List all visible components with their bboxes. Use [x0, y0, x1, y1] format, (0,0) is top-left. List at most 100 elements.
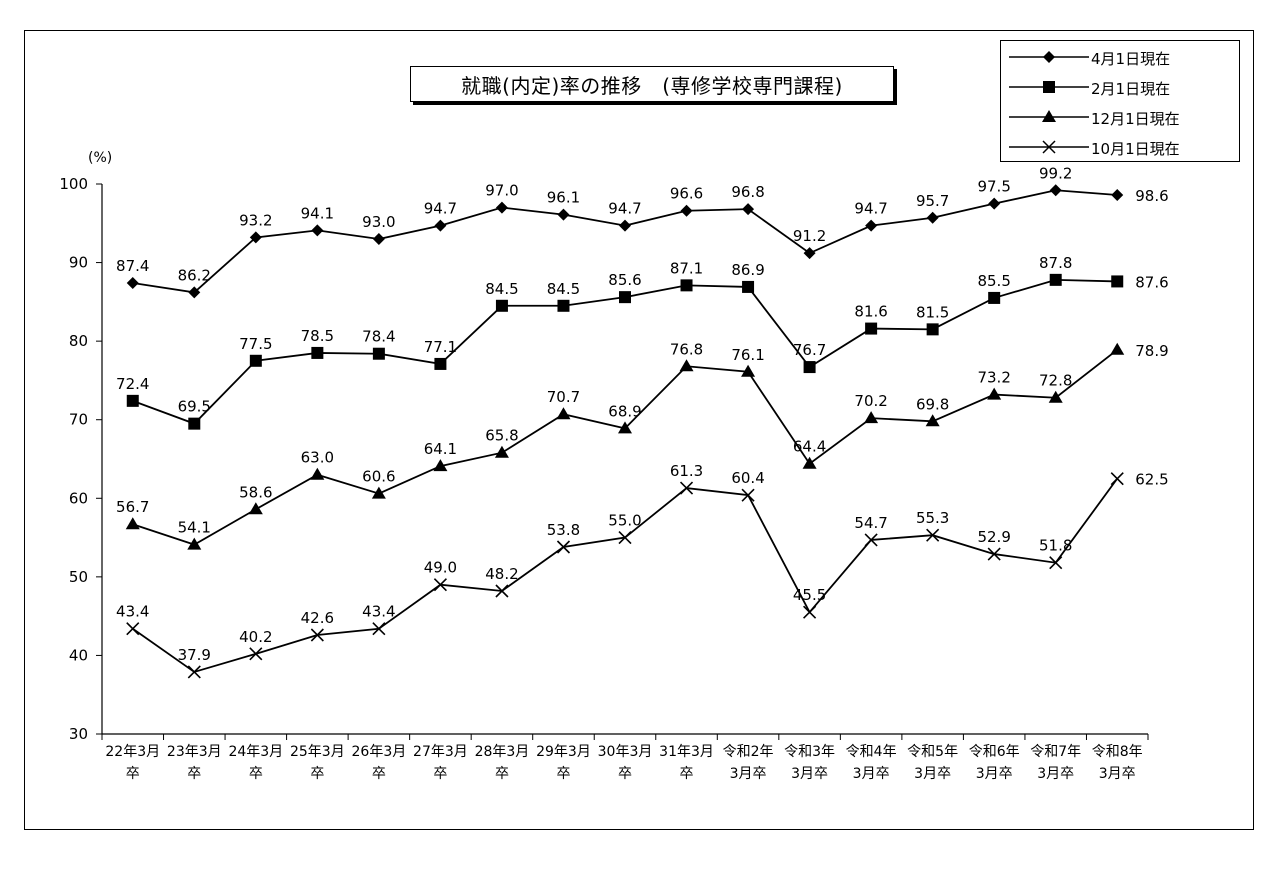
data-label: 40.2: [239, 628, 272, 646]
data-label: 49.0: [424, 559, 457, 577]
data-point-diamond: [188, 286, 201, 299]
data-point-triangle: [433, 459, 448, 472]
data-point-square: [311, 346, 324, 359]
data-label: 86.2: [178, 266, 211, 284]
data-point-x: [803, 605, 817, 619]
data-label: 96.1: [547, 189, 580, 207]
data-label: 72.8: [1039, 372, 1072, 390]
data-point-x: [495, 584, 509, 598]
legend-marker-square-icon: [1009, 81, 1089, 93]
data-label: 81.6: [854, 303, 887, 321]
x-tick-label: 卒: [372, 766, 386, 782]
y-axis-unit-label: (%): [88, 150, 112, 166]
data-point-square: [619, 291, 631, 304]
legend-item-dec1: 12月1日現在: [1001, 103, 1241, 131]
data-point-x: [433, 578, 447, 592]
data-point-diamond: [619, 219, 631, 232]
data-point-square: [1049, 273, 1062, 286]
data-label: 93.0: [362, 213, 395, 231]
data-label: 60.4: [731, 469, 764, 487]
x-tick-label: 28年3月: [475, 744, 530, 760]
data-point-diamond: [495, 201, 508, 214]
data-point-triangle: [618, 421, 632, 434]
data-point-x: [249, 647, 263, 661]
legend-item-feb1: 2月1日現在: [1001, 73, 1241, 101]
data-label: 45.5: [793, 586, 826, 604]
data-label: 76.1: [731, 346, 764, 364]
data-point-triangle: [494, 445, 509, 458]
y-tick-label: 100: [59, 175, 88, 193]
data-point-square: [372, 347, 385, 360]
data-point-square: [557, 299, 570, 312]
data-label: 91.2: [793, 227, 826, 245]
data-point-triangle: [679, 359, 694, 372]
data-label: 97.0: [485, 182, 518, 200]
data-label: 85.6: [608, 271, 641, 289]
data-point-triangle: [802, 456, 817, 469]
data-label: 87.4: [116, 257, 149, 275]
data-label: 43.4: [362, 603, 395, 621]
data-label: 87.6: [1135, 273, 1168, 291]
data-label: 95.7: [916, 192, 949, 210]
data-label: 94.7: [854, 200, 887, 218]
y-tick-label: 70: [69, 411, 88, 429]
data-point-triangle: [556, 407, 571, 420]
data-point-diamond: [1049, 184, 1062, 197]
data-label: 85.5: [977, 272, 1010, 290]
data-point-x: [741, 488, 755, 502]
data-label: 61.3: [670, 462, 703, 480]
data-point-triangle: [864, 411, 879, 424]
data-label: 43.4: [116, 603, 149, 621]
data-point-square: [742, 280, 755, 293]
x-tick-label: 3月卒: [730, 766, 767, 782]
data-label: 48.2: [485, 565, 518, 583]
legend-marker-triangle-icon: [1009, 110, 1089, 122]
chart-title-text: 就職(内定)率の推移 (専修学校専門課程): [461, 73, 843, 98]
data-point-triangle: [1110, 342, 1125, 355]
data-point-diamond: [249, 231, 262, 244]
data-label: 94.1: [301, 204, 334, 222]
legend-marker-diamond-icon: [1009, 51, 1089, 63]
x-tick-label: 26年3月: [352, 744, 407, 760]
data-point-square: [126, 394, 139, 407]
data-point-x: [1110, 472, 1124, 486]
data-label: 69.8: [916, 395, 949, 413]
data-label: 62.5: [1135, 471, 1168, 489]
data-point-x: [187, 665, 201, 679]
data-label: 53.8: [547, 521, 580, 539]
x-tick-label: 25年3月: [290, 744, 345, 760]
x-tick-label: 22年3月: [105, 744, 160, 760]
x-tick-label: 卒: [433, 766, 447, 782]
data-label: 55.0: [608, 512, 641, 530]
data-label: 52.9: [977, 528, 1010, 546]
x-tick-label: 卒: [126, 766, 140, 782]
data-label: 78.4: [362, 328, 395, 346]
series-line-3: [132, 478, 1118, 673]
data-point-square: [434, 357, 447, 370]
x-tick-label: 3月卒: [1037, 766, 1074, 782]
x-tick-label: 令和3年: [784, 744, 835, 760]
data-label: 78.5: [301, 327, 334, 345]
data-point-triangle: [187, 537, 202, 550]
data-label: 51.8: [1039, 537, 1072, 555]
x-tick-label: 卒: [249, 766, 263, 782]
data-label: 73.2: [977, 369, 1010, 387]
data-point-triangle: [248, 502, 263, 515]
data-label: 55.3: [916, 509, 949, 527]
legend-label: 10月1日現在: [1091, 140, 1180, 158]
data-label: 37.9: [178, 646, 211, 664]
data-point-square: [680, 279, 693, 292]
x-tick-label: 卒: [187, 766, 201, 782]
x-tick-label: 卒: [556, 766, 570, 782]
data-point-x: [310, 628, 324, 642]
data-label: 65.8: [485, 427, 518, 445]
data-point-triangle: [310, 467, 325, 480]
data-point-diamond: [372, 233, 385, 245]
data-point-square: [188, 417, 201, 430]
data-label: 68.9: [608, 402, 641, 420]
legend-label: 4月1日現在: [1091, 50, 1171, 68]
data-label: 98.6: [1135, 187, 1168, 205]
legend-item-oct1: 10月1日現在: [1001, 133, 1241, 161]
data-point-square: [1111, 275, 1124, 288]
data-point-x: [987, 547, 1001, 561]
